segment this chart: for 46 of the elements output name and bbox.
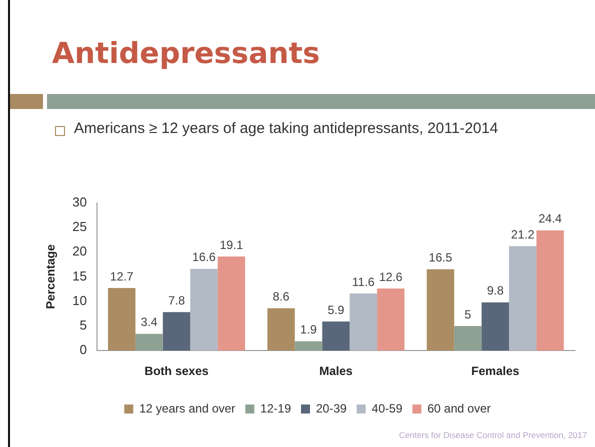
chart-subtitle: Americans ≥ 12 years of age taking antidepressants, 2011-2014 — [74, 120, 498, 137]
legend-label: 12 years and over — [139, 401, 236, 416]
data-label: 12.6 — [379, 270, 403, 284]
data-label: 24.4 — [538, 212, 562, 226]
bar — [190, 268, 218, 351]
bar — [218, 256, 246, 351]
data-label: 21.2 — [511, 227, 535, 242]
legend-label: 40-59 — [372, 401, 403, 416]
y-tick-label: 25 — [72, 219, 87, 234]
x-tick-label: Females — [471, 364, 520, 378]
x-tick-label: Males — [319, 364, 353, 378]
y-axis-title: Percentage — [44, 244, 58, 310]
data-label: 1.9 — [300, 322, 318, 337]
data-label: 12.7 — [110, 269, 134, 284]
bar — [377, 288, 404, 351]
y-tick-label: 0 — [80, 342, 87, 358]
bar — [536, 230, 564, 351]
data-label: 8.6 — [272, 290, 290, 304]
data-label: 19.1 — [220, 238, 244, 252]
chart-title: Antidepressants — [52, 36, 320, 70]
x-tick-label: Both sexes — [144, 364, 209, 378]
legend-label: 60 and over — [427, 401, 491, 416]
y-tick-label: 15 — [72, 268, 87, 284]
bar — [162, 312, 190, 351]
data-label: 16.5 — [428, 250, 452, 265]
bar — [509, 246, 536, 351]
bar — [426, 269, 454, 351]
y-tick-label: 30 — [72, 194, 87, 210]
legend-label: 20-39 — [316, 401, 348, 416]
y-tick-label: 20 — [72, 244, 87, 259]
y-tick-label: 10 — [72, 292, 87, 308]
data-label: 16.6 — [192, 250, 216, 264]
y-tick-label: 5 — [80, 318, 87, 333]
bar — [108, 288, 136, 351]
data-label: 5 — [464, 307, 472, 322]
text: Centers for Disease Control and Prevention, 2017 — [398, 430, 587, 440]
data-label: 3.4 — [140, 315, 158, 330]
bar — [267, 308, 295, 351]
legend-label: 12-19 — [260, 401, 292, 416]
bar — [322, 322, 350, 351]
bar — [482, 302, 510, 351]
data-label: 11.6 — [352, 274, 375, 289]
bar — [350, 293, 378, 351]
data-label: 5.9 — [328, 302, 345, 317]
data-label: 9.8 — [486, 284, 504, 298]
data-label: 7.8 — [168, 293, 186, 308]
